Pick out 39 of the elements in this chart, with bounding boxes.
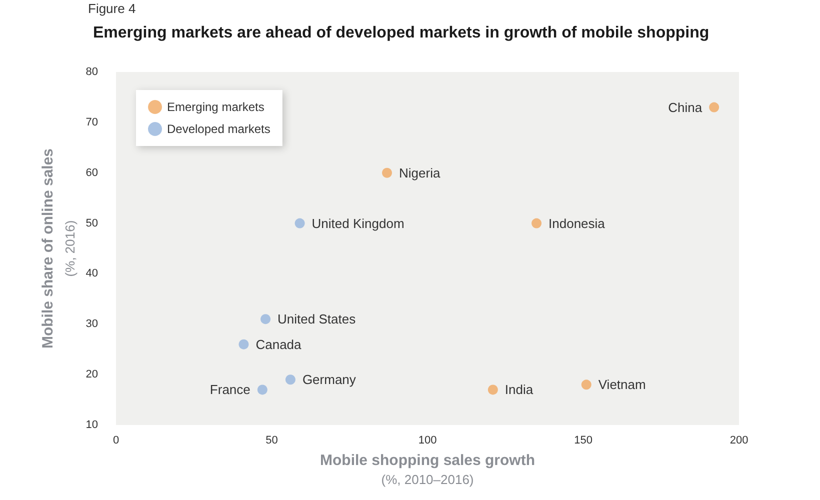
x-tick-label: 200 (730, 434, 748, 446)
y-tick-label: 70 (86, 116, 98, 128)
y-tick-label: 60 (86, 166, 98, 179)
y-axis-title: Mobile share of online sales (%, 2016) (40, 148, 78, 349)
point (257, 384, 268, 395)
point (709, 102, 720, 112)
x-tick-label: 0 (112, 434, 120, 446)
caption: Figure 4 (88, 1, 136, 16)
annotation: China (668, 100, 703, 115)
legend-label: Developed markets (167, 122, 270, 136)
annotation: Vietnam (598, 377, 646, 392)
annotation: Germany (302, 372, 356, 388)
annotation: United States (278, 312, 356, 327)
point (238, 339, 249, 350)
y-tick-label: 20 (86, 368, 98, 381)
point (285, 374, 296, 385)
annotation: France (210, 382, 250, 398)
point (488, 384, 498, 395)
annotation: Canada (256, 336, 302, 352)
legend-label: Emerging markets (167, 100, 264, 114)
point (294, 218, 305, 228)
x-tick-label: 50 (266, 434, 278, 446)
x-axis-title: Mobile shopping sales growth (%, 2010–2016) (320, 452, 536, 487)
annotation: India (504, 382, 534, 398)
y-tick-label: 30 (86, 318, 98, 330)
point (260, 314, 271, 324)
y-tick-label: 80 (86, 66, 98, 78)
chart-title: Emerging markets are ahead of developed markets in growth of mobile shopping (93, 24, 710, 42)
annotation: Nigeria (399, 165, 441, 180)
x-tick-label: 100 (418, 434, 437, 446)
annotation: Indonesia (548, 216, 606, 231)
y-tick-label: 40 (86, 268, 98, 280)
point (382, 168, 392, 178)
y-tick-label: 10 (86, 419, 98, 431)
point (532, 218, 542, 228)
point (581, 380, 592, 390)
x-tick-label: 150 (574, 434, 592, 446)
annotation: United Kingdom (312, 216, 404, 231)
y-tick-label: 50 (86, 217, 98, 230)
